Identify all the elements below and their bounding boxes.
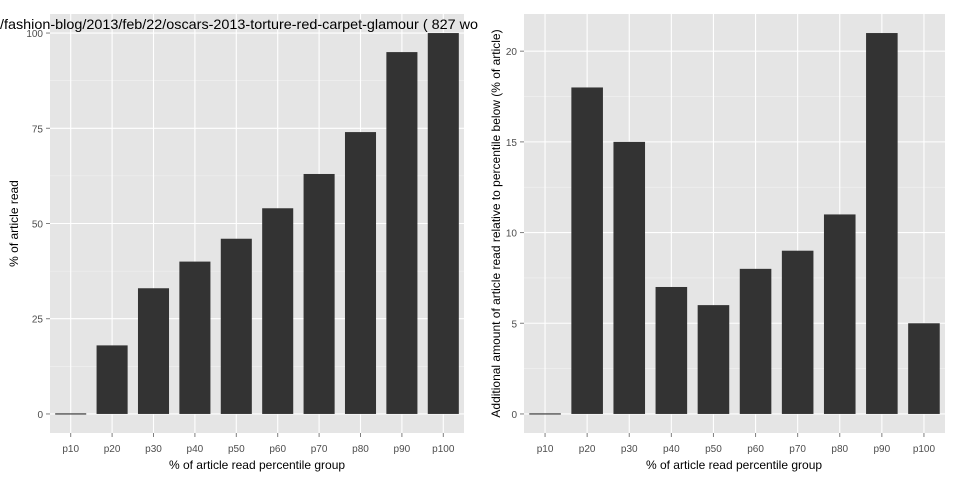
bar-p70 bbox=[781, 250, 814, 414]
bar-p20 bbox=[96, 345, 128, 414]
chart-title: /fashion-blog/2013/feb/22/oscars-2013-to… bbox=[0, 16, 478, 32]
bar-p30 bbox=[137, 288, 170, 414]
y-tick-label: 10 bbox=[506, 229, 518, 240]
x-tick-label: p50 bbox=[705, 444, 722, 455]
x-tick-label: p80 bbox=[352, 444, 369, 455]
bar-p40 bbox=[655, 286, 688, 414]
y-axis-title: Additional amount of article read relati… bbox=[489, 29, 503, 417]
x-tick-label: p80 bbox=[831, 444, 848, 455]
bar-p100 bbox=[908, 323, 940, 414]
x-tick-label: p60 bbox=[747, 444, 764, 455]
y-tick-label: 100 bbox=[26, 29, 43, 40]
y-tick-label: 0 bbox=[37, 410, 43, 421]
x-tick-label: p100 bbox=[913, 444, 936, 455]
x-axis-title: % of article read percentile group bbox=[169, 458, 345, 472]
x-tick-label: p60 bbox=[269, 444, 286, 455]
x-tick-label: p70 bbox=[789, 444, 806, 455]
bar-p50 bbox=[697, 305, 730, 414]
x-tick-label: p30 bbox=[621, 444, 638, 455]
x-tick-label: p90 bbox=[874, 444, 891, 455]
y-axis-title: % of article read bbox=[7, 180, 21, 267]
chart-panel-2: 0 5 10 15 20 p10 p20 p30 p40 p50 p60 p70 p80 p90 p100%… bbox=[489, 14, 945, 472]
x-tick-label: p90 bbox=[394, 444, 411, 455]
bar-p90 bbox=[386, 52, 418, 414]
bar-p80 bbox=[344, 132, 377, 414]
bar-p60 bbox=[739, 268, 772, 414]
bar-p70 bbox=[303, 173, 335, 414]
x-tick-label: p100 bbox=[432, 444, 455, 455]
x-tick-label: p20 bbox=[104, 444, 121, 455]
y-tick-label: 20 bbox=[506, 47, 518, 58]
x-tick-label: p70 bbox=[311, 444, 328, 455]
bar-p20 bbox=[571, 87, 603, 414]
x-tick-label: p50 bbox=[228, 444, 245, 455]
x-tick-label: p10 bbox=[537, 444, 554, 455]
bar-p60 bbox=[262, 208, 294, 414]
bar-p50 bbox=[220, 238, 252, 414]
y-tick-label: 0 bbox=[511, 410, 517, 421]
y-tick-label: 25 bbox=[32, 315, 44, 326]
x-tick-label: p10 bbox=[62, 444, 79, 455]
x-tick-label: p30 bbox=[145, 444, 162, 455]
bar-p100 bbox=[427, 33, 459, 414]
x-tick-label: p40 bbox=[663, 444, 680, 455]
y-tick-label: 50 bbox=[32, 220, 44, 231]
x-axis-title: % of article read percentile group bbox=[646, 458, 822, 472]
y-tick-label: 15 bbox=[506, 138, 518, 149]
chart-panel-1: 0 25 50 75 100 p10 p20 p30 p40 p50 p60 p70 p80 p90 p10… bbox=[7, 14, 464, 472]
bar-p30 bbox=[613, 141, 646, 414]
x-tick-label: p40 bbox=[187, 444, 204, 455]
x-tick-label: p20 bbox=[579, 444, 596, 455]
bar-p40 bbox=[179, 261, 211, 414]
bar-p90 bbox=[866, 33, 898, 414]
bar-p80 bbox=[823, 214, 856, 414]
y-tick-label: 75 bbox=[32, 124, 44, 135]
y-tick-label: 5 bbox=[511, 319, 517, 330]
